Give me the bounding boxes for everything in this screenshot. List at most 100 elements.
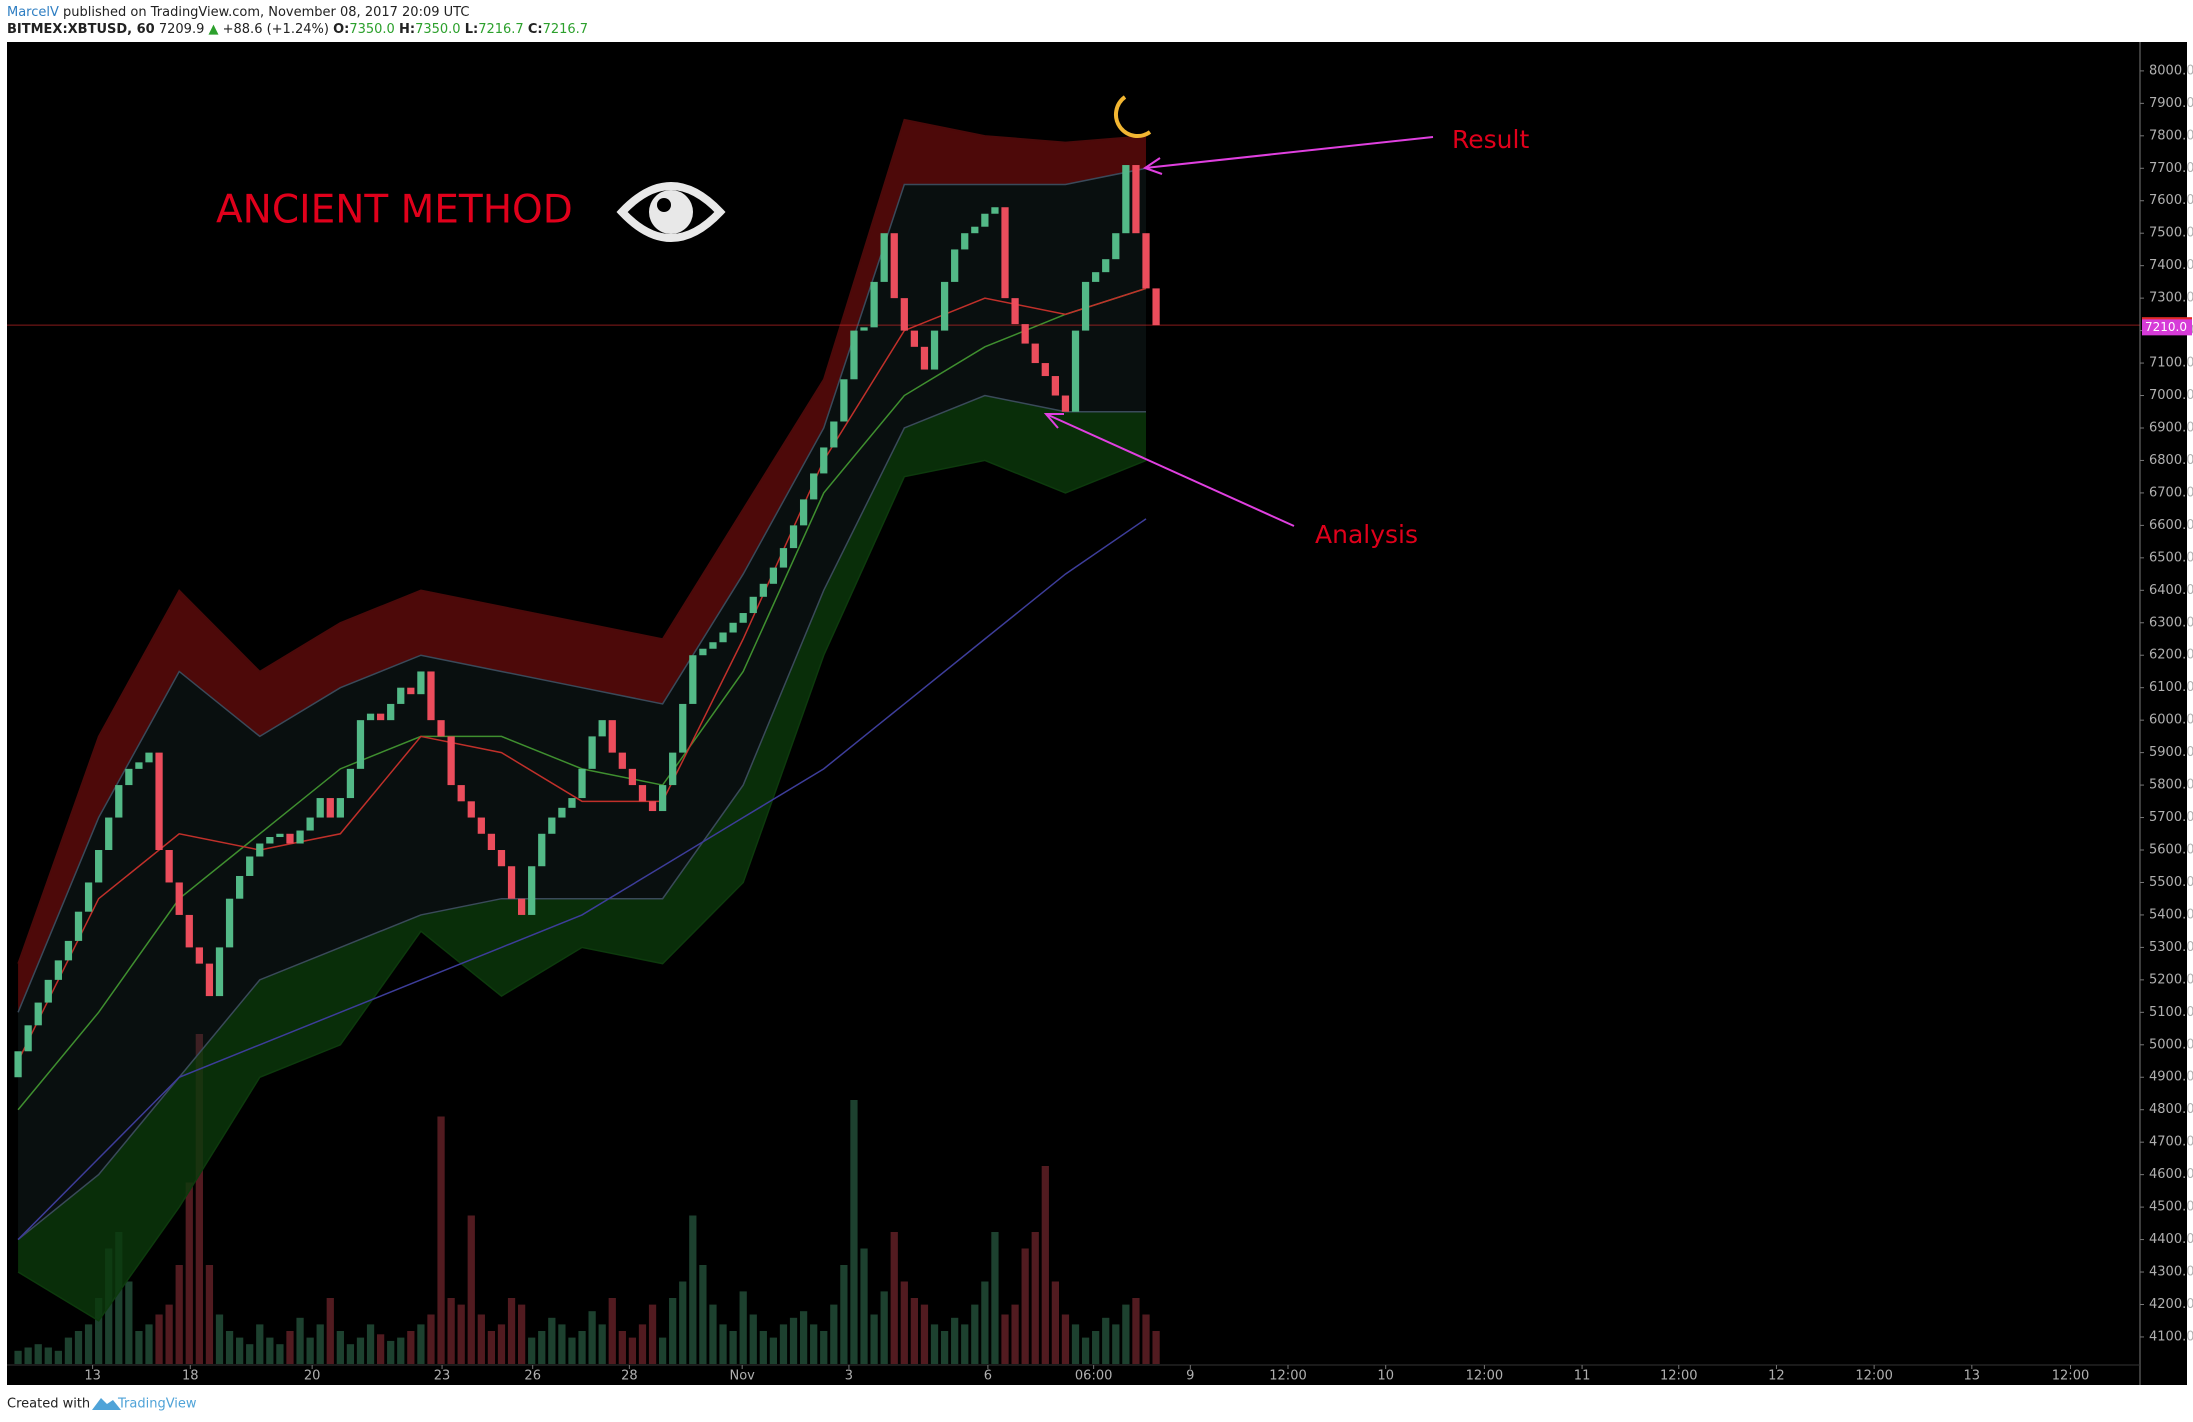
overlay-line <box>17 394 1147 1241</box>
candle <box>538 833 546 867</box>
x-tick-label: 12:00 <box>1269 1369 1306 1384</box>
x-tick-label: 12 <box>1768 1369 1785 1384</box>
volume-bar <box>971 1304 979 1364</box>
candle <box>920 346 929 370</box>
y-tick-label: 6600.0 <box>2149 518 2193 533</box>
candle <box>34 1002 42 1026</box>
y-tick-label: 5000.0 <box>2149 1037 2193 1052</box>
y-tick-label: 7300.0 <box>2149 291 2193 306</box>
header-line: MarcelV published on TradingView.com, No… <box>7 5 469 20</box>
candle <box>820 447 828 474</box>
volume-bar <box>961 1324 969 1364</box>
candle <box>497 850 506 867</box>
ohlc-value: 7350.0 <box>415 22 461 37</box>
volume-bar <box>789 1317 798 1364</box>
candle <box>346 768 355 799</box>
x-tick-label: 10 <box>1377 1369 1394 1384</box>
candle <box>930 330 939 370</box>
candle <box>1081 281 1090 331</box>
volume-bar <box>125 1281 133 1364</box>
volume-bar <box>669 1298 677 1364</box>
candle <box>1061 395 1070 412</box>
band-fill <box>18 395 1147 1321</box>
candle <box>910 330 919 347</box>
y-tick-label: 6900.0 <box>2149 420 2193 435</box>
candle <box>507 866 516 899</box>
volume-bar <box>880 1291 888 1364</box>
candle <box>850 330 858 380</box>
y-tick-label: 5900.0 <box>2149 745 2193 760</box>
candle <box>286 833 294 844</box>
y-tick-label: 6300.0 <box>2149 615 2193 630</box>
y-tick-label: 6400.0 <box>2149 583 2193 598</box>
ohlc-label: H: <box>399 22 415 37</box>
y-tick-label: 5300.0 <box>2149 940 2193 955</box>
footer-brand[interactable]: TradingView <box>117 1397 197 1412</box>
volume-bar <box>658 1337 667 1364</box>
candle <box>940 281 949 331</box>
volume-bar <box>548 1317 556 1364</box>
volume-bar <box>810 1324 818 1364</box>
volume-bar <box>366 1324 375 1364</box>
plot: 4100.0 4200.0 4300.0 4400.0 4500.0 4600.0 4700… <box>7 42 2193 1385</box>
x-tick-label: 12:00 <box>1660 1369 1697 1384</box>
candle <box>407 687 415 695</box>
volume-bar <box>940 1331 949 1364</box>
candle <box>14 1051 22 1078</box>
candle <box>256 843 264 857</box>
footer-created: Created with <box>7 1397 90 1412</box>
ohlc-value: 7216.7 <box>543 22 589 37</box>
x-tick-label: 13 <box>1964 1369 1981 1384</box>
overlay-line <box>17 287 1147 1062</box>
volume-bar <box>890 1232 898 1364</box>
volume-bar <box>1142 1314 1150 1364</box>
candle <box>326 798 334 818</box>
candle <box>991 207 999 214</box>
volume-bar <box>326 1298 334 1364</box>
volume-bar <box>749 1314 757 1364</box>
candle <box>971 226 979 234</box>
chart-bg <box>7 42 2187 1385</box>
volume-bar <box>870 1314 878 1364</box>
candle <box>789 525 798 549</box>
x-tick-label: 3 <box>845 1369 853 1384</box>
candle <box>1122 165 1130 234</box>
candle <box>467 801 475 818</box>
candle <box>880 233 888 282</box>
candle <box>84 882 93 912</box>
candle <box>145 752 153 763</box>
price-tag <box>2142 319 2192 336</box>
candle <box>598 720 606 737</box>
overlay-line <box>17 167 1147 1013</box>
y-tick-label: 4200.0 <box>2149 1297 2193 1312</box>
x-tick-label: 13 <box>84 1369 101 1384</box>
y-tick-label: 4100.0 <box>2149 1329 2193 1344</box>
candle <box>679 703 687 753</box>
y-tick-label: 4500.0 <box>2149 1200 2193 1215</box>
volume-bar <box>236 1337 244 1364</box>
author[interactable]: MarcelV <box>7 5 59 20</box>
candle <box>397 687 405 704</box>
candle <box>195 947 203 964</box>
volume-bar <box>286 1331 294 1364</box>
y-tick-label: 5500.0 <box>2149 875 2193 890</box>
volume-bar <box>225 1331 234 1364</box>
volume-bar <box>850 1100 858 1364</box>
volume-bar <box>356 1337 365 1364</box>
x-tick-label: 12:00 <box>1855 1369 1892 1384</box>
volume-bar <box>679 1281 687 1364</box>
volume-bar <box>568 1337 576 1364</box>
volume-bar <box>165 1304 173 1364</box>
candle <box>699 648 707 656</box>
volume-bar <box>820 1331 828 1364</box>
candle <box>1102 259 1110 273</box>
y-tick-label: 6000.0 <box>2149 713 2193 728</box>
volume-bar <box>296 1317 304 1364</box>
volume-bar <box>1122 1304 1130 1364</box>
volume-bar <box>830 1304 838 1364</box>
candle <box>316 798 324 818</box>
volume-bar <box>115 1232 123 1364</box>
candle <box>578 768 586 799</box>
volume-bar <box>1152 1331 1160 1364</box>
